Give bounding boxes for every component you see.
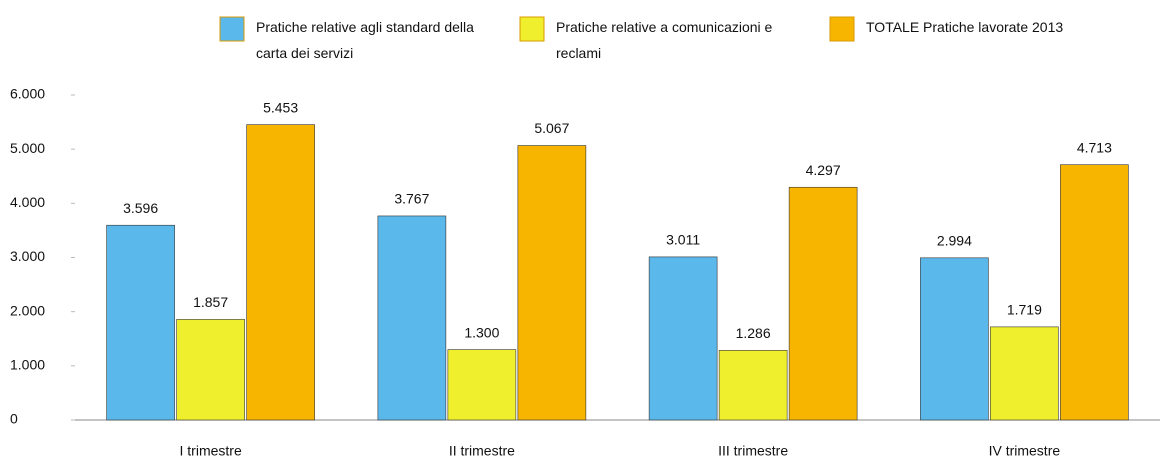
y-tick-label: 6.000: [10, 86, 45, 102]
legend-label: Pratiche relative a comunicazioni e recl…: [556, 19, 773, 61]
y-tick-label: 0: [10, 411, 18, 427]
y-tick-label: 3.000: [10, 248, 45, 264]
value-label: 5.067: [534, 120, 569, 136]
bar: [920, 257, 989, 421]
value-label: 3.011: [666, 232, 700, 248]
value-label: 4.713: [1077, 139, 1112, 155]
value-label: 4.297: [806, 162, 841, 178]
value-label: 1.300: [464, 324, 499, 340]
bar: [176, 319, 245, 421]
y-tick-label: 4.000: [10, 194, 45, 210]
legend-item: Pratiche relative a comunicazioni e recl…: [556, 19, 773, 61]
bar: [788, 186, 858, 421]
bar: [990, 326, 1059, 421]
bar: [718, 350, 788, 421]
y-tick-label: 1.000: [10, 357, 45, 373]
value-label: 5.453: [263, 99, 298, 115]
x-tick-label: I trimestre: [180, 443, 242, 459]
value-label: 1.857: [193, 294, 228, 310]
bar: [648, 256, 718, 421]
legend-label: Pratiche relative agli standard della ca…: [256, 19, 474, 61]
bar: [517, 145, 587, 421]
bar: [1060, 164, 1129, 421]
legend-swatch: [519, 16, 545, 42]
x-tick-label: IV trimestre: [989, 443, 1061, 459]
y-tick-label: 2.000: [10, 302, 45, 318]
legend-label: TOTALE Pratiche lavorate 2013: [866, 19, 1064, 35]
bar: [447, 349, 517, 421]
value-label: 3.596: [123, 200, 158, 216]
value-label: 1.286: [736, 325, 771, 341]
legend-item: Pratiche relative agli standard della ca…: [256, 19, 474, 61]
legend-swatch: [829, 16, 855, 42]
x-tick-label: II trimestre: [449, 443, 515, 459]
legend-swatch: [219, 16, 245, 42]
y-tick-label: 5.000: [10, 140, 45, 156]
bar: [246, 124, 315, 421]
bar: [377, 215, 447, 421]
legend-item: TOTALE Pratiche lavorate 2013: [866, 19, 1064, 35]
bar: [106, 224, 175, 421]
value-label: 2.994: [937, 233, 972, 249]
value-label: 3.767: [394, 191, 429, 207]
x-tick-label: III trimestre: [718, 443, 788, 459]
value-label: 1.719: [1007, 302, 1042, 318]
